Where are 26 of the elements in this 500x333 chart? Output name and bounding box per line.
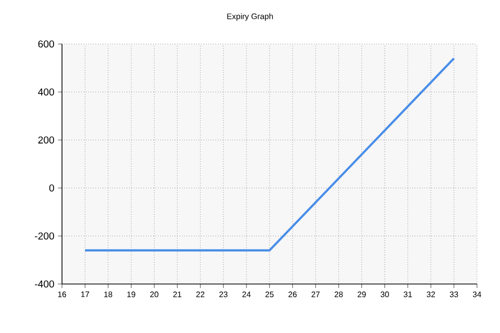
x-tick-label: 27 xyxy=(312,292,320,298)
y-tick-label: 200 xyxy=(38,136,54,144)
x-tick-label: 20 xyxy=(150,292,158,298)
x-tick-label: 31 xyxy=(404,292,412,298)
y-tick-label: 0 xyxy=(49,184,54,192)
x-tick-label: 24 xyxy=(242,292,251,298)
x-tick-label: 21 xyxy=(173,292,182,298)
x-tick-label: 25 xyxy=(265,292,274,298)
y-tick-label: -200 xyxy=(34,232,54,240)
x-tick-label: 16 xyxy=(58,292,66,298)
x-tick-label: 32 xyxy=(426,292,435,298)
x-tick-label: 29 xyxy=(358,292,366,298)
x-tick-label: 28 xyxy=(334,292,343,298)
x-tick-label: 26 xyxy=(288,292,297,298)
x-tick-label: 30 xyxy=(380,292,389,298)
y-tick-label: 400 xyxy=(38,88,54,96)
y-tick-label: 600 xyxy=(38,40,54,48)
y-tick-label: -400 xyxy=(34,280,54,288)
x-tick-label: 23 xyxy=(219,292,228,298)
chart-title: Expiry Graph xyxy=(227,13,273,21)
x-tick-label: 22 xyxy=(196,292,204,298)
x-tick-label: 17 xyxy=(81,292,90,298)
x-tick-label: 34 xyxy=(472,292,482,298)
x-tick-label: 19 xyxy=(127,292,136,298)
x-tick-label: 33 xyxy=(450,292,458,298)
x-tick-label: 18 xyxy=(104,292,112,298)
